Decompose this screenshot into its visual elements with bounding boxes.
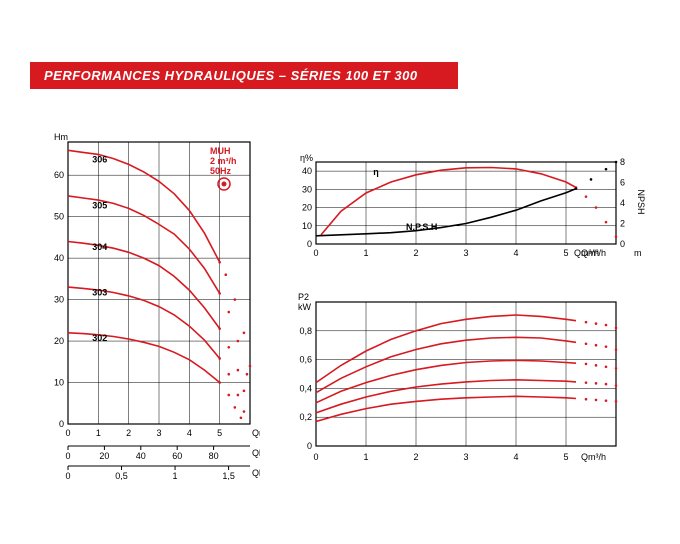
svg-text:10: 10 <box>54 378 64 388</box>
svg-text:20: 20 <box>99 451 109 461</box>
svg-text:5: 5 <box>563 248 568 258</box>
svg-text:50Hz: 50Hz <box>210 166 232 176</box>
svg-text:304: 304 <box>92 242 107 252</box>
svg-text:0,2: 0,2 <box>299 412 312 422</box>
svg-text:3: 3 <box>463 248 468 258</box>
svg-text:0,4: 0,4 <box>299 383 312 393</box>
svg-text:20: 20 <box>302 203 312 213</box>
svg-text:2 m³/h: 2 m³/h <box>210 156 237 166</box>
svg-text:0: 0 <box>65 428 70 438</box>
svg-text:Qm³/h: Qm³/h <box>581 248 606 258</box>
svg-text:20: 20 <box>54 336 64 346</box>
svg-text:8: 8 <box>620 157 625 167</box>
svg-text:30: 30 <box>54 295 64 305</box>
svg-text:40: 40 <box>302 166 312 176</box>
svg-text:P2: P2 <box>298 292 309 302</box>
svg-text:2: 2 <box>413 248 418 258</box>
svg-text:0,8: 0,8 <box>299 326 312 336</box>
svg-text:0: 0 <box>65 451 70 461</box>
svg-text:0: 0 <box>313 248 318 258</box>
svg-text:NPSH: NPSH <box>636 189 646 214</box>
svg-text:η%: η% <box>300 153 313 163</box>
power-chart: 0 0,2 0,4 0,6 0,8 0 1 2 3 4 5 P2kW Qm³/h <box>288 288 646 466</box>
svg-text:N.P.S.H: N.P.S.H <box>406 222 437 232</box>
svg-text:5: 5 <box>217 428 222 438</box>
svg-text:0,6: 0,6 <box>299 355 312 365</box>
svg-text:MUH: MUH <box>210 146 231 156</box>
efficiency-npsh-chart: 01020304002468012345η%NPSHmQm³/hQm³/hηN.… <box>288 152 646 262</box>
svg-text:4: 4 <box>620 198 625 208</box>
svg-text:2: 2 <box>126 428 131 438</box>
title-text: PERFORMANCES HYDRAULIQUES – SÉRIES 100 E… <box>44 68 418 83</box>
svg-text:Qm³/h: Qm³/h <box>252 428 260 438</box>
svg-text:302: 302 <box>92 333 107 343</box>
svg-text:6: 6 <box>620 178 625 188</box>
svg-text:5: 5 <box>563 452 568 462</box>
svg-text:10: 10 <box>302 221 312 231</box>
svg-text:Ql/s: Ql/s <box>252 468 260 478</box>
svg-text:0,5: 0,5 <box>115 471 128 480</box>
svg-text:40: 40 <box>54 253 64 263</box>
svg-text:0: 0 <box>59 419 64 429</box>
svg-text:303: 303 <box>92 287 107 297</box>
svg-text:Qm³/h: Qm³/h <box>581 452 606 462</box>
svg-text:4: 4 <box>513 452 518 462</box>
svg-text:0: 0 <box>307 441 312 451</box>
svg-text:1: 1 <box>173 471 178 480</box>
svg-text:40: 40 <box>136 451 146 461</box>
svg-text:1: 1 <box>96 428 101 438</box>
svg-text:0: 0 <box>65 471 70 480</box>
svg-text:m: m <box>634 248 642 258</box>
svg-text:1: 1 <box>363 452 368 462</box>
svg-text:4: 4 <box>187 428 192 438</box>
svg-text:60: 60 <box>54 170 64 180</box>
svg-text:η: η <box>373 167 379 177</box>
svg-text:3: 3 <box>463 452 468 462</box>
title-bar: PERFORMANCES HYDRAULIQUES – SÉRIES 100 E… <box>30 62 458 89</box>
svg-text:0: 0 <box>307 239 312 249</box>
head-chart: 0102030405060012345HmQm³/h020406080Ql/mi… <box>40 130 260 480</box>
svg-text:0: 0 <box>620 239 625 249</box>
svg-text:305: 305 <box>92 200 107 210</box>
svg-text:306: 306 <box>92 155 107 165</box>
svg-text:80: 80 <box>209 451 219 461</box>
svg-text:2: 2 <box>620 219 625 229</box>
svg-text:Ql/min: Ql/min <box>252 448 260 458</box>
svg-text:Hm: Hm <box>54 132 68 142</box>
svg-text:4: 4 <box>513 248 518 258</box>
svg-text:1: 1 <box>363 248 368 258</box>
svg-text:2: 2 <box>413 452 418 462</box>
svg-text:1,5: 1,5 <box>222 471 235 480</box>
svg-text:3: 3 <box>156 428 161 438</box>
svg-text:50: 50 <box>54 212 64 222</box>
svg-text:60: 60 <box>172 451 182 461</box>
svg-text:0: 0 <box>313 452 318 462</box>
svg-text:30: 30 <box>302 184 312 194</box>
svg-text:kW: kW <box>298 302 312 312</box>
